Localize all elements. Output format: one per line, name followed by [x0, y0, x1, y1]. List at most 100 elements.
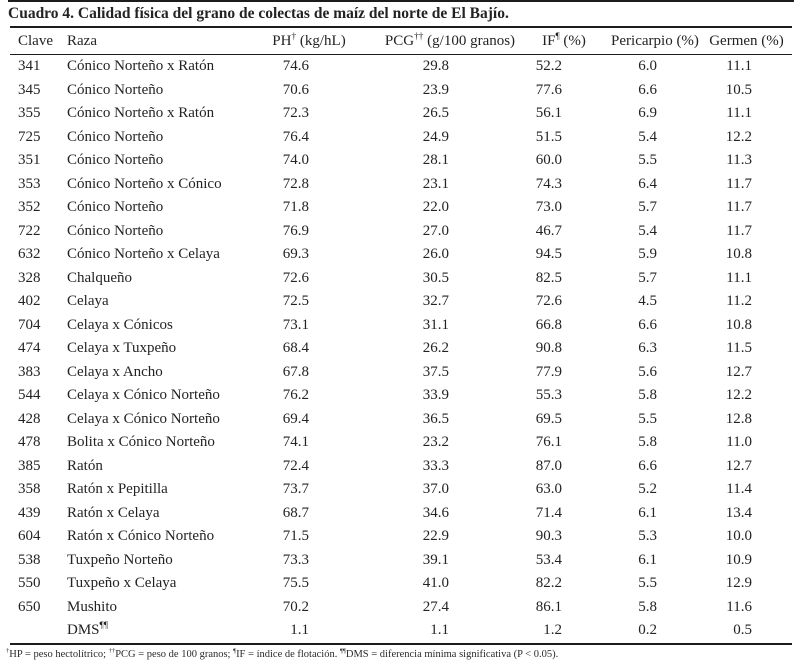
cell-pericarpio: 6.4 [638, 175, 657, 192]
cell-if: 51.5 [535, 128, 562, 145]
cell-if: 72.6 [535, 293, 562, 310]
cell-ph: 68.4 [282, 340, 309, 357]
cell-raza: Celaya x Cónico Norteño [67, 410, 220, 427]
cell-ph: 74.0 [282, 152, 309, 169]
cell-ph: 72.5 [282, 293, 309, 310]
cell-clave: 352 [18, 199, 41, 216]
cell-germen: 10.9 [725, 551, 752, 568]
table-row: 604 Ratón x Cónico Norteño 71.5 22.9 90.… [10, 525, 792, 549]
table-row: 428 Celaya x Cónico Norteño 69.4 36.5 69… [10, 408, 792, 432]
cell-germen: 10.0 [725, 528, 752, 545]
cell-pcg: 39.1 [422, 551, 449, 568]
col-header-germen: Germen (%) [701, 27, 792, 55]
cell-raza: DMS¶¶ [67, 621, 108, 639]
footnote-superscript: †† [108, 647, 116, 655]
cell-pcg: 31.1 [422, 316, 449, 333]
cell-if: 77.9 [535, 363, 562, 380]
cell-ph: 73.3 [282, 551, 309, 568]
cell-clave: 604 [18, 528, 41, 545]
cell-pcg: 22.0 [422, 199, 449, 216]
cell-pcg: 37.5 [422, 363, 449, 380]
cell-ph: 68.7 [282, 504, 309, 521]
footnote-superscript: ¶¶ [339, 647, 346, 655]
cell-raza: Chalqueño [67, 269, 132, 286]
cell-pcg: 26.5 [422, 105, 449, 122]
cell-germen: 10.8 [725, 246, 752, 263]
cell-germen: 12.2 [725, 387, 752, 404]
cell-pericarpio: 5.3 [638, 528, 657, 545]
cell-clave: 355 [18, 105, 41, 122]
cell-ph: 1.1 [290, 622, 309, 639]
cell-pericarpio: 5.5 [638, 410, 657, 427]
cell-clave: 385 [18, 457, 41, 474]
cell-pcg: 30.5 [422, 269, 449, 286]
table-row: DMS¶¶ 1.1 1.1 1.2 0.2 0.5 [10, 619, 792, 644]
table-row: 725 Cónico Norteño 76.4 24.9 51.5 5.4 12… [10, 126, 792, 150]
cell-germen: 10.5 [725, 81, 752, 98]
header-superscript: ¶ [555, 31, 560, 42]
cell-pericarpio: 6.6 [638, 81, 657, 98]
col-header-clave: Clave [10, 27, 62, 55]
cell-pcg: 26.0 [422, 246, 449, 263]
cell-clave: 650 [18, 598, 41, 615]
cell-ph: 72.6 [282, 269, 309, 286]
top-rule [8, 0, 794, 2]
cell-germen: 11.7 [726, 222, 752, 239]
cell-clave: 704 [18, 316, 41, 333]
cell-ph: 74.1 [282, 434, 309, 451]
cell-ph: 72.3 [282, 105, 309, 122]
cell-pericarpio: 0.2 [638, 622, 657, 639]
table-row: 402 Celaya 72.5 32.7 72.6 4.5 11.2 [10, 290, 792, 314]
cell-if: 66.8 [535, 316, 562, 333]
footnote-superscript: † [6, 647, 10, 655]
cell-germen: 10.8 [725, 316, 752, 333]
cell-pericarpio: 5.2 [638, 481, 657, 498]
cell-pericarpio: 5.5 [638, 152, 657, 169]
cell-if: 71.4 [535, 504, 562, 521]
grain-quality-table: Clave Raza PH† (kg/hL) PCG†† (g/100 gran… [10, 26, 792, 645]
cell-raza: Celaya [67, 293, 109, 310]
cell-if: 90.8 [535, 340, 562, 357]
cell-germen: 11.1 [726, 58, 752, 75]
cell-raza: Cónico Norteño x Ratón [67, 58, 215, 75]
table-body: 341 Cónico Norteño x Ratón 74.6 29.8 52.… [10, 55, 792, 644]
table-row: 328 Chalqueño 72.6 30.5 82.5 5.7 11.1 [10, 267, 792, 291]
cell-clave: 353 [18, 175, 41, 192]
cell-pcg: 24.9 [422, 128, 449, 145]
cell-if: 73.0 [535, 199, 562, 216]
cell-raza: Bolita x Cónico Norteño [67, 434, 215, 451]
cell-ph: 72.8 [282, 175, 309, 192]
cell-germen: 11.6 [726, 598, 752, 615]
cell-germen: 12.9 [725, 575, 752, 592]
cell-raza: Cónico Norteño [67, 81, 164, 98]
cell-germen: 0.5 [733, 622, 752, 639]
table-row: 355 Cónico Norteño x Ratón 72.3 26.5 56.… [10, 102, 792, 126]
cell-ph: 74.6 [282, 58, 309, 75]
cell-if: 53.4 [535, 551, 562, 568]
cell-germen: 11.5 [726, 340, 752, 357]
col-header-if: IF¶ (%) [519, 27, 609, 55]
cell-pcg: 23.9 [422, 81, 449, 98]
table-row: 352 Cónico Norteño 71.8 22.0 73.0 5.7 11… [10, 196, 792, 220]
cell-pcg: 33.3 [422, 457, 449, 474]
cell-clave: 544 [18, 387, 41, 404]
table-row: 345 Cónico Norteño 70.6 23.9 77.6 6.6 10… [10, 79, 792, 103]
col-header-ph: PH† (kg/hL) [237, 27, 381, 55]
cell-raza: Cónico Norteño [67, 222, 164, 239]
cell-raza: Cónico Norteño x Celaya [67, 246, 220, 263]
cell-raza: Cónico Norteño x Cónico [67, 175, 222, 192]
cell-pcg: 26.2 [422, 340, 449, 357]
cell-if: 77.6 [535, 81, 562, 98]
cell-germen: 11.3 [726, 152, 752, 169]
cell-ph: 73.1 [282, 316, 309, 333]
cell-pcg: 23.1 [422, 175, 449, 192]
cell-raza: Cónico Norteño [67, 128, 164, 145]
cell-raza: Ratón [67, 457, 103, 474]
footnote-text: IF = índice de flotación. [236, 649, 340, 660]
cell-pcg: 29.8 [422, 58, 449, 75]
cell-raza: Cónico Norteño [67, 199, 164, 216]
cell-if: 1.2 [543, 622, 562, 639]
cell-pericarpio: 5.7 [638, 199, 657, 216]
cell-clave: 428 [18, 410, 41, 427]
cell-ph: 70.2 [282, 598, 309, 615]
